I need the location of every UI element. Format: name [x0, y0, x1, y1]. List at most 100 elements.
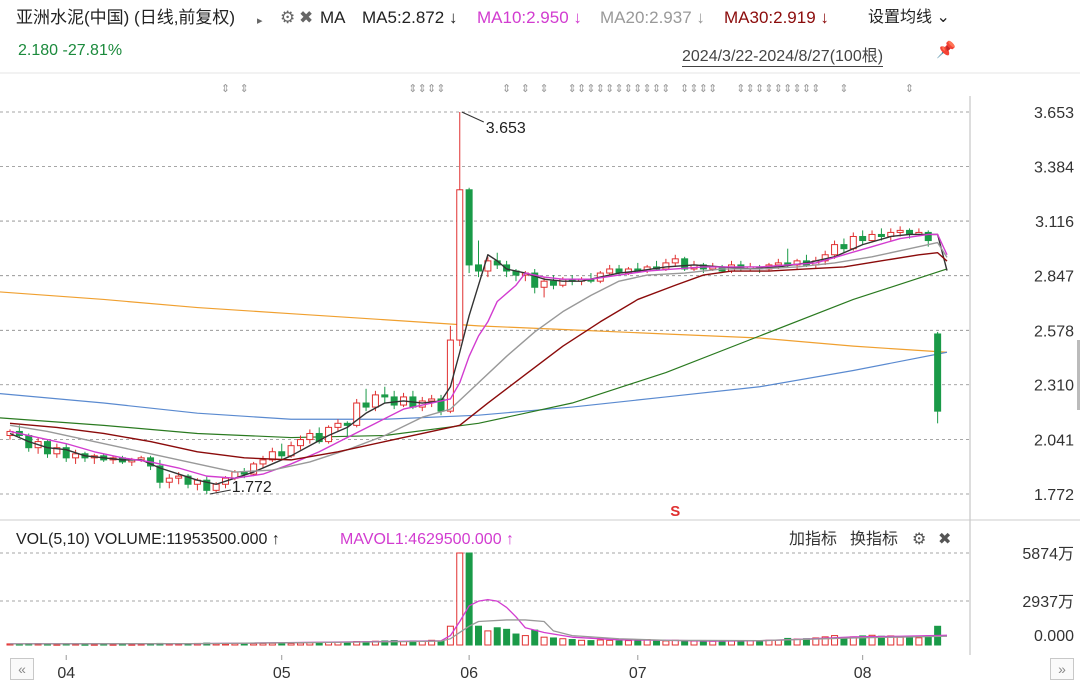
candle-body [268, 451, 276, 461]
ma-line-ma5 [9, 233, 948, 485]
volume-bar [531, 629, 539, 646]
candle-body [184, 475, 192, 485]
scroll-right-button[interactable]: » [1050, 658, 1074, 680]
close-icon[interactable]: ✖ [299, 8, 314, 27]
switch-indicator-button[interactable]: 换指标 [850, 531, 899, 548]
scroll-left-button[interactable]: « [10, 658, 34, 680]
event-marker-icon: ⇕ [839, 82, 848, 95]
y-tick-label: 3.116 [1035, 214, 1074, 231]
event-marker-icon: ⇕ [427, 82, 436, 95]
candle-body [362, 402, 370, 408]
volume-bar [868, 634, 876, 646]
chart-grid [0, 72, 1080, 655]
candle-body [924, 231, 932, 242]
candle-body [503, 264, 511, 272]
annotation-arrow [209, 489, 231, 495]
event-marker-icon: ⇕ [680, 82, 689, 95]
candle-body [62, 447, 70, 459]
y-tick-label: 2.578 [1034, 323, 1074, 340]
gear-icon[interactable]: ⚙ [912, 531, 927, 548]
candle-body [606, 268, 614, 274]
date-range[interactable]: 2024/3/22-2024/8/27(100根) [682, 42, 884, 67]
volume-bar [746, 640, 754, 646]
side-scroll-handle[interactable] [1077, 340, 1080, 410]
event-marker-icon: ⇕ [905, 82, 914, 95]
event-marker-icon: ⇕ [614, 82, 623, 95]
candle-body [671, 258, 679, 264]
candle-body [371, 394, 379, 408]
add-indicator-button[interactable]: 加指标 [789, 531, 838, 548]
event-marker-icon: ⇕ [643, 82, 652, 95]
candle-body [475, 264, 482, 272]
volume-bar [475, 625, 482, 646]
candle-body [381, 394, 389, 398]
y-tick-label: 3.653 [1034, 105, 1074, 122]
candle-body [531, 272, 539, 288]
candle-body [456, 189, 464, 341]
volume-bar [896, 636, 904, 646]
event-marker-icon: ⇕ [568, 82, 577, 95]
volume-bar [587, 640, 595, 646]
expand-triangle-icon[interactable]: ▸ [257, 15, 263, 27]
x-axis: 04 05 06 07 08 [57, 655, 872, 682]
volume-header: VOL(5,10) VOLUME:11953500.000 ↑ MAVOL1:4… [0, 526, 1080, 554]
event-marker-icon: ⇕ [436, 82, 445, 95]
y-tick-label: 3.384 [1034, 160, 1074, 177]
event-marker-icon: ⇕ [577, 82, 586, 95]
event-marker-icon: ⇕ [783, 82, 792, 95]
volume-bar [924, 635, 932, 646]
event-markers: ⇕ ⇕ ⇕ ⇕ ⇕ ⇕ ⇕ ⇕ ⇕ ⇕ ⇕ ⇕ ⇕ ⇕ ⇕ ⇕ ⇕ ⇕ ⇕ ⇕ ⇕ ⇕ ⇕ ⇕ ⇕ ⇕ ⇕ ⇕ ⇕ ⇕ ⇕ ⇕ ⇕ ⇕ ⇕ [221, 82, 914, 95]
event-marker-icon: ⇕ [586, 82, 595, 95]
x-tick-label: 08 [854, 665, 872, 682]
y-tick-label: 2.041 [1034, 432, 1074, 449]
event-marker-icon: ⇕ [521, 82, 530, 95]
volume-bar [596, 639, 604, 646]
volume-tick-label: 5874万 [1022, 546, 1074, 563]
close-icon[interactable]: ✖ [938, 531, 952, 548]
event-marker-icon: ⇕ [240, 82, 249, 95]
annotation-arrow [461, 111, 484, 123]
volume-bar [709, 640, 717, 646]
event-marker-icon: ⇕ [755, 82, 764, 95]
gear-icon[interactable]: ⚙ [280, 8, 296, 27]
price-change: 2.180 -27.81% [18, 42, 123, 59]
candle-body [315, 432, 323, 443]
ma-line-ma10 [9, 233, 948, 479]
pin-icon[interactable]: 📌 [936, 42, 956, 59]
event-marker-icon: ⇕ [774, 82, 783, 95]
volume-bars [6, 552, 942, 646]
volume-bar [568, 639, 576, 646]
long-ma-line [0, 291, 948, 353]
event-marker-icon: ⇕ [746, 82, 755, 95]
y-tick-label: 1.772 [1034, 487, 1074, 504]
ma-settings-button[interactable]: 设置均线 ⌄ [868, 9, 950, 26]
candle-body [446, 339, 454, 412]
event-marker-icon: ⇕ [539, 82, 548, 95]
volume-bar [259, 642, 267, 646]
candle-body [353, 402, 361, 426]
ma-lines [9, 233, 948, 485]
volume-bar [615, 640, 623, 646]
ma5-value: MA5:2.872 ↓ [362, 8, 458, 27]
event-marker-icon: ⇕ [633, 82, 642, 95]
y-tick-label: 2.310 [1034, 378, 1074, 395]
event-marker-icon: ⇕ [624, 82, 633, 95]
candle-body [259, 459, 267, 465]
candle-body [896, 229, 904, 233]
volume-label: VOL(5,10) VOLUME:11953500.000 ↑ [16, 531, 280, 548]
candle-body [175, 475, 183, 479]
candle-body [428, 398, 436, 402]
candle-body [296, 439, 304, 447]
ma-line-ma20 [9, 241, 948, 473]
candle-body [774, 262, 782, 266]
volume-bar [831, 635, 839, 646]
long-ma-lines [0, 268, 948, 439]
volume-bar [250, 643, 258, 646]
volume-bar [662, 640, 670, 646]
candle-body [212, 483, 220, 491]
volume-bar [549, 637, 557, 646]
event-marker-icon: ⇕ [764, 82, 773, 95]
candle-body [306, 432, 314, 441]
ma20-value: MA20:2.937 ↓ [600, 8, 705, 27]
